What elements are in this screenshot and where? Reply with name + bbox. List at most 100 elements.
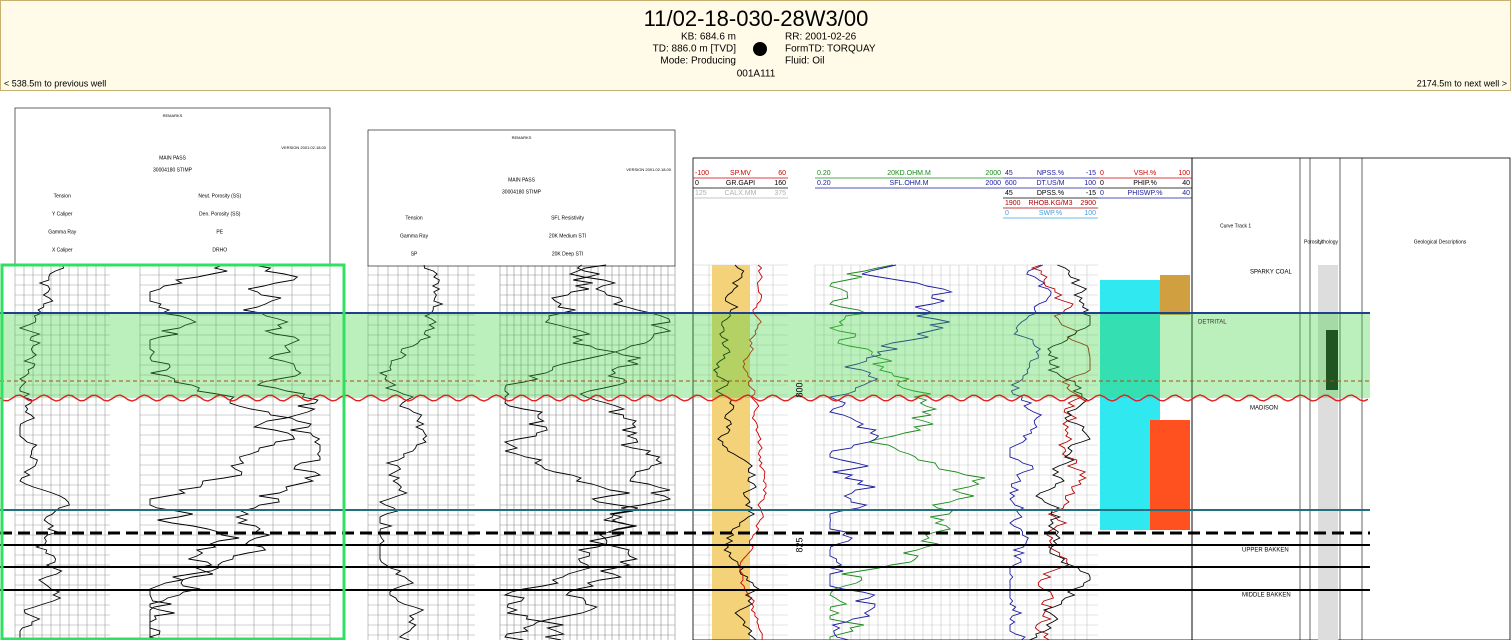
vsh-fill bbox=[1150, 420, 1190, 530]
version: VERSION 2001.02.18.00 bbox=[281, 145, 326, 150]
curve-name: SFL Resistivity bbox=[551, 215, 584, 221]
pass: MAIN PASS bbox=[159, 155, 187, 161]
td: TD: 886.0 m [TVD] bbox=[653, 44, 737, 55]
pass: MAIN PASS bbox=[508, 177, 536, 183]
curve-max: 160 bbox=[774, 180, 786, 187]
fluid: Fluid: Oil bbox=[785, 56, 824, 67]
curve-name: CALX.MM bbox=[725, 190, 757, 197]
curve-max: 100 bbox=[1084, 210, 1096, 217]
column-header: Geological Descriptions bbox=[1414, 239, 1467, 245]
job: 30004180 STIMP bbox=[153, 167, 193, 173]
log-curve bbox=[503, 264, 672, 640]
curve-min: 45 bbox=[1005, 190, 1013, 197]
depth-label: 800 bbox=[794, 382, 804, 397]
lithology-column bbox=[1191, 157, 1511, 640]
vsh-fill bbox=[1160, 275, 1190, 315]
curve-max: 60 bbox=[778, 170, 786, 177]
well-symbol bbox=[753, 42, 767, 56]
curve-max: -15 bbox=[1086, 170, 1096, 177]
curve-name: DPSS.% bbox=[1037, 190, 1064, 197]
formation-label: UPPER BAKKEN bbox=[1242, 548, 1289, 554]
curve-min: 125 bbox=[695, 190, 707, 197]
curve-name: Gamma Ray bbox=[48, 229, 77, 235]
curve-name: Tension bbox=[405, 215, 422, 221]
curve-max: 100 bbox=[1084, 180, 1096, 187]
previous-well-link[interactable]: < 538.5m to previous well bbox=[4, 78, 106, 88]
log-curve bbox=[828, 264, 986, 640]
curve-name: Den. Porosity (SS) bbox=[199, 211, 241, 217]
formation-top-line bbox=[0, 394, 1369, 402]
perforated-zone bbox=[0, 313, 1370, 398]
column-header: Lithology bbox=[1318, 239, 1339, 245]
curve-min: 1900 bbox=[1005, 200, 1021, 207]
log-curves bbox=[18, 264, 1091, 640]
curve-name: 20KD.OHM.M bbox=[887, 170, 931, 177]
curve-name: X Caliper bbox=[52, 247, 73, 253]
curve-min: 600 bbox=[1005, 180, 1017, 187]
curve-max: -15 bbox=[1086, 190, 1096, 197]
version: VERSION 2001.02.18.00 bbox=[626, 167, 671, 172]
mode: Mode: Producing bbox=[660, 56, 736, 67]
curve-name: Gamma Ray bbox=[400, 233, 429, 239]
curve-min: 45 bbox=[1005, 170, 1013, 177]
curve-name: SFL.OHM.M bbox=[890, 180, 929, 187]
log-curve bbox=[1030, 264, 1091, 640]
curve-max: 40 bbox=[1182, 180, 1190, 187]
curve-max: 2000 bbox=[985, 180, 1001, 187]
job: 30004180 STIMP bbox=[502, 189, 542, 195]
selection-box[interactable] bbox=[0, 263, 346, 640]
curve-name: PE bbox=[216, 229, 223, 235]
curve-name: SP bbox=[411, 251, 418, 257]
curve-max: 100 bbox=[1178, 170, 1190, 177]
curve-name: NPSS.% bbox=[1037, 170, 1064, 177]
log-curve bbox=[148, 264, 322, 640]
formation-label: DETRITAL bbox=[1198, 320, 1227, 326]
form-td: FormTD: TORQUAY bbox=[785, 44, 876, 55]
column-header: Curve Track 1 bbox=[1220, 223, 1251, 229]
curve-max: 375 bbox=[774, 190, 786, 197]
next-well-link[interactable]: 2174.5m to next well > bbox=[1417, 78, 1507, 88]
column-header: Porosity bbox=[1304, 239, 1323, 245]
log-image-header bbox=[367, 129, 676, 267]
curve-name: SWP.% bbox=[1039, 210, 1062, 217]
curve-name: DT.US/M bbox=[1037, 180, 1065, 187]
curve-name: Y Caliper bbox=[52, 211, 73, 217]
curve-name: 20K Medium STI bbox=[549, 233, 586, 239]
curve-name: 20K Deep STI bbox=[552, 251, 583, 257]
code: 001A111 bbox=[737, 69, 776, 80]
log-curve bbox=[18, 264, 71, 640]
well-title: 11/02-18-030-28W3/00 bbox=[644, 6, 869, 31]
curve-max: 40 bbox=[1182, 190, 1190, 197]
lithology-fill bbox=[1326, 330, 1338, 390]
curve-min: 0 bbox=[1100, 170, 1104, 177]
log-curve bbox=[739, 264, 767, 640]
curve-min: 0.20 bbox=[817, 170, 831, 177]
curve-name: Neut. Porosity (SS) bbox=[198, 193, 241, 199]
curve-max: 2900 bbox=[1080, 200, 1096, 207]
curve-name: RHOB.KG/M3 bbox=[1029, 200, 1073, 207]
log-image-header bbox=[14, 107, 331, 267]
rr: RR: 2001-02-26 bbox=[785, 32, 857, 43]
curve-min: -100 bbox=[695, 170, 709, 177]
curve-name: VSH.% bbox=[1134, 170, 1157, 177]
formation-label: MADISON bbox=[1250, 406, 1278, 412]
curve-name: Tension bbox=[54, 193, 71, 199]
depth-label: 825 bbox=[794, 537, 804, 552]
log-curve bbox=[503, 264, 672, 640]
curve-name: PHIP.% bbox=[1133, 180, 1157, 187]
log-curve bbox=[378, 264, 444, 640]
log-curve bbox=[1029, 264, 1091, 640]
curve-name: SP.MV bbox=[730, 170, 751, 177]
log-curve bbox=[713, 264, 760, 640]
formation-label: MIDDLE BAKKEN bbox=[1242, 593, 1291, 599]
curve-name: DRHO bbox=[212, 247, 227, 253]
formation-label: SPARKY COAL bbox=[1250, 270, 1292, 276]
log-curve bbox=[149, 264, 319, 640]
curve-max: 2000 bbox=[985, 170, 1001, 177]
curve-min: 0.20 bbox=[817, 180, 831, 187]
curve-min: 0 bbox=[1005, 210, 1009, 217]
log-curve bbox=[1009, 264, 1052, 640]
log-curve bbox=[828, 264, 954, 640]
